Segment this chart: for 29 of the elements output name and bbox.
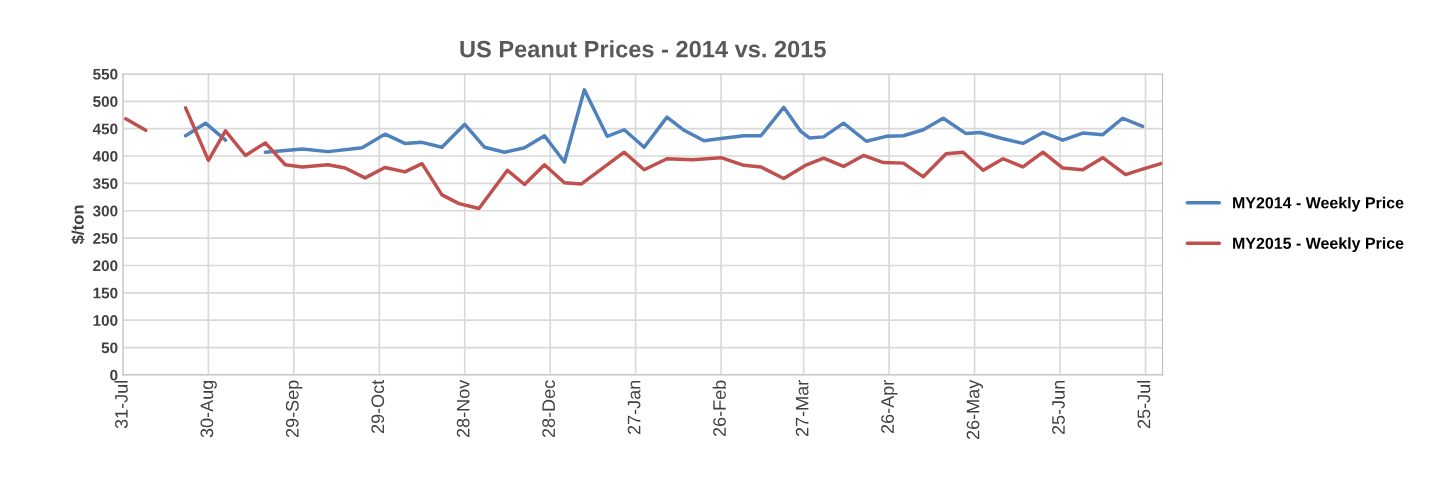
y-tick-label: 100 xyxy=(93,315,118,326)
chart-title: US Peanut Prices - 2014 vs. 2015 xyxy=(460,40,826,58)
y-tick-label: 0 xyxy=(110,369,118,381)
x-tick-label: 31-Jul xyxy=(114,380,128,429)
y-tick-label: 200 xyxy=(93,260,118,272)
y-tick-label: 250 xyxy=(93,232,118,244)
y-axis-title: $/ton xyxy=(71,205,85,245)
y-tick-label: 550 xyxy=(93,68,118,80)
y-tick-label: 350 xyxy=(92,178,118,190)
y-tick-label: 450 xyxy=(92,123,118,135)
legend-label: MY2015 - Weekly Price xyxy=(1233,237,1404,253)
x-tick-label: 29-Sep xyxy=(285,380,303,438)
y-tick-label: 300 xyxy=(92,205,118,217)
x-tick-label: 27-Jan xyxy=(627,380,641,435)
y-tick-label: 150 xyxy=(93,287,118,299)
y-tick-label: 500 xyxy=(93,96,118,107)
legend-label: MY2014 - Weekly Price xyxy=(1233,196,1404,212)
x-tick-label: 25-Jun xyxy=(1052,380,1065,435)
x-tick-label: 26-Apr xyxy=(881,380,898,434)
x-tick-label: 26-Feb xyxy=(712,380,726,437)
x-tick-label: 25-Jul xyxy=(1137,380,1151,429)
x-tick-label: 27-Mar xyxy=(795,380,809,437)
x-tick-label: 28-Nov xyxy=(456,379,470,438)
y-tick-label: 50 xyxy=(101,342,118,354)
x-tick-label: 29-Oct xyxy=(371,379,385,434)
x-tick-label: 28-Dec xyxy=(542,380,556,438)
x-tick-label: 26-May xyxy=(966,379,983,440)
y-tick-label: 400 xyxy=(92,150,118,162)
x-tick-label: 30-Aug xyxy=(200,380,217,438)
